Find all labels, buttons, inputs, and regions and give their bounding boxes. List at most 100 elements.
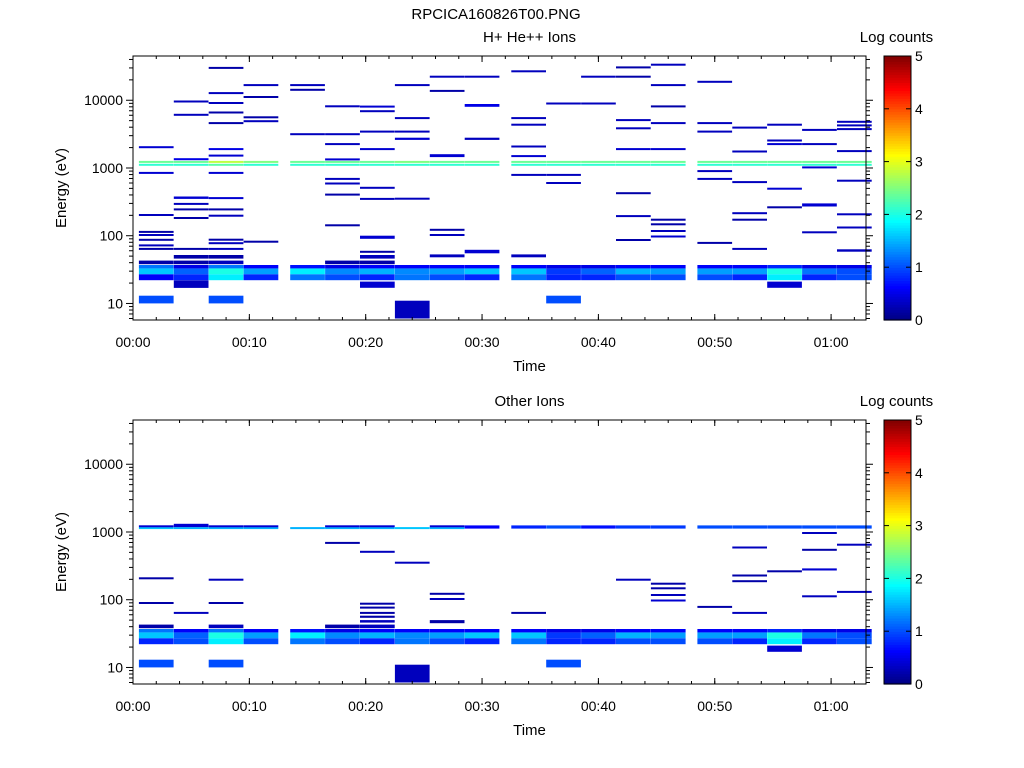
heatmap-cell bbox=[173, 638, 209, 645]
heatmap-cell bbox=[616, 274, 651, 281]
colorbar-segment bbox=[884, 493, 911, 498]
heatmap-cell bbox=[429, 160, 465, 163]
heatmap-cell bbox=[802, 525, 837, 529]
colorbar-frame bbox=[883, 419, 912, 685]
heatmap-cell bbox=[394, 265, 430, 269]
heatmap-cell bbox=[767, 281, 802, 288]
heatmap-cell bbox=[464, 268, 500, 275]
colorbar-segment bbox=[884, 596, 911, 601]
colorbar-segment bbox=[884, 541, 911, 545]
heatmap-cell bbox=[173, 100, 209, 103]
heatmap-cell bbox=[732, 126, 767, 129]
heatmap-cell bbox=[464, 632, 500, 639]
heatmap-cell bbox=[138, 163, 174, 166]
x-tick-label: 01:00 bbox=[814, 698, 849, 714]
colorbar-segment bbox=[884, 557, 911, 561]
colorbar-segment bbox=[884, 198, 911, 202]
heatmap-cell bbox=[511, 160, 546, 163]
heatmap-cell bbox=[360, 105, 395, 108]
heatmap-cell bbox=[138, 602, 174, 604]
heatmap-cell bbox=[360, 268, 395, 275]
heatmap-cell bbox=[837, 638, 872, 645]
heatmap-cell bbox=[767, 629, 802, 633]
heatmap-cell bbox=[464, 163, 500, 166]
colorbar-segment bbox=[884, 116, 911, 120]
data-cells bbox=[138, 523, 872, 683]
heatmap-cell bbox=[173, 208, 209, 211]
heatmap-cell bbox=[616, 239, 651, 241]
colorbar-segment bbox=[884, 559, 911, 564]
colorbar-segment bbox=[884, 145, 911, 149]
heatmap-cell bbox=[616, 148, 651, 151]
x-tick-label: 00:50 bbox=[697, 334, 732, 350]
colorbar-segment bbox=[884, 488, 911, 492]
colorbar-segment bbox=[884, 272, 911, 276]
heatmap-cell bbox=[360, 260, 395, 265]
heatmap-cell bbox=[325, 632, 360, 639]
heatmap-cell bbox=[732, 632, 767, 639]
heatmap-cell bbox=[697, 268, 733, 275]
colorbar-segment bbox=[884, 235, 911, 239]
heatmap-cell bbox=[394, 632, 430, 639]
heatmap-cell bbox=[429, 592, 465, 595]
heatmap-cell bbox=[360, 110, 395, 113]
y-axis: 10 100 1000 10000 bbox=[84, 58, 873, 319]
heatmap-cell bbox=[616, 268, 651, 275]
heatmap-cell bbox=[767, 570, 802, 573]
colorbar-label: Log counts bbox=[860, 29, 933, 46]
colorbar-segment bbox=[884, 670, 911, 675]
colorbar-segment bbox=[884, 129, 911, 134]
colorbar-segment bbox=[884, 203, 911, 208]
colorbar-segment bbox=[884, 61, 911, 65]
heatmap-cell bbox=[802, 548, 837, 551]
heatmap-cell bbox=[837, 150, 872, 153]
x-tick-label: 01:00 bbox=[814, 334, 849, 350]
colorbar-segment bbox=[884, 470, 911, 474]
colorbar-segment bbox=[884, 92, 911, 97]
heatmap-cell bbox=[581, 268, 616, 275]
heatmap-cell bbox=[208, 111, 244, 114]
colorbar-segment bbox=[884, 298, 911, 303]
colorbar-segment bbox=[884, 491, 911, 495]
heatmap-cell bbox=[208, 208, 244, 211]
colorbar-segment bbox=[884, 238, 911, 242]
heatmap-cell bbox=[173, 268, 209, 275]
heatmap-cell bbox=[511, 117, 546, 120]
heatmap-cell bbox=[767, 632, 802, 639]
heatmap-cell bbox=[208, 578, 244, 581]
colorbar-segment bbox=[884, 441, 911, 445]
colorbar-tick-label: 4 bbox=[915, 465, 923, 481]
heatmap-cell bbox=[394, 268, 430, 275]
colorbar-segment bbox=[884, 623, 911, 627]
heatmap-cell bbox=[837, 632, 872, 639]
colorbar-segment bbox=[884, 66, 911, 70]
heatmap-cell bbox=[697, 265, 733, 269]
colorbar-segment bbox=[884, 264, 911, 268]
colorbar-segment bbox=[884, 56, 911, 60]
heatmap-cell bbox=[802, 160, 837, 163]
heatmap-cell bbox=[650, 632, 686, 639]
colorbar-segment bbox=[884, 153, 911, 157]
heatmap-cell bbox=[697, 274, 733, 281]
heatmap-cell bbox=[173, 163, 209, 166]
x-axis-label: Time bbox=[513, 358, 546, 375]
heatmap-cell bbox=[732, 525, 767, 529]
y-tick-label: 10 bbox=[107, 295, 123, 311]
heatmap-cell bbox=[464, 629, 500, 633]
heatmap-cell bbox=[616, 160, 651, 163]
colorbar-segment bbox=[884, 74, 911, 78]
heatmap-cell bbox=[360, 250, 395, 253]
colorbar-segment bbox=[884, 79, 911, 83]
heatmap-cell bbox=[325, 143, 360, 146]
colorbar-segment bbox=[884, 85, 911, 89]
heatmap-cell bbox=[360, 602, 395, 605]
heatmap-cell bbox=[208, 638, 244, 645]
colorbar-segment bbox=[884, 647, 911, 651]
heatmap-cell bbox=[290, 84, 325, 87]
heatmap-cell bbox=[464, 104, 500, 107]
heatmap-cell bbox=[173, 265, 209, 269]
heatmap-cell bbox=[581, 638, 616, 645]
heatmap-cell bbox=[429, 268, 465, 275]
heatmap-cell bbox=[360, 624, 395, 629]
colorbar-segment bbox=[884, 562, 911, 566]
